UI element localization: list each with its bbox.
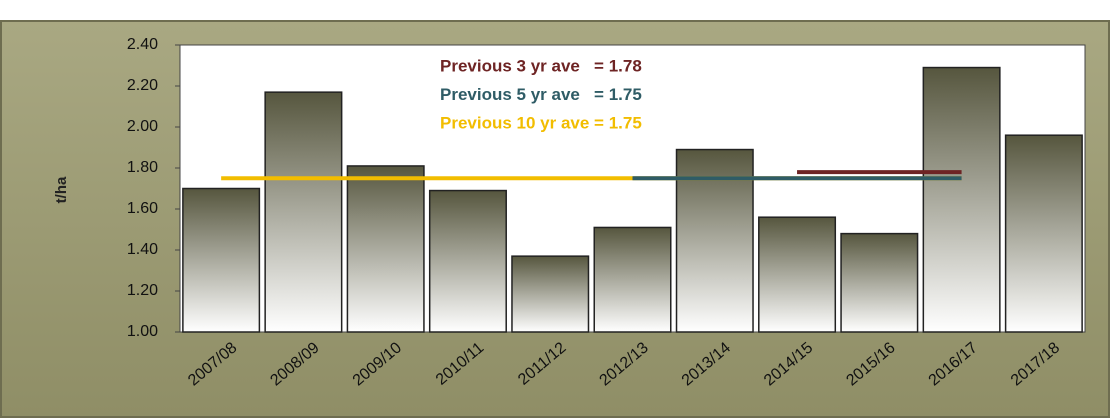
legend-label: Previous 5 yr ave = 1.75 [440, 85, 642, 104]
y-tick-label: 1.80 [127, 159, 158, 176]
y-tick-label: 2.20 [127, 77, 158, 94]
legend-label: Previous 10 yr ave = 1.75 [440, 113, 642, 132]
bar [182, 187, 261, 333]
y-tick-label: 1.20 [127, 282, 158, 299]
bar [511, 255, 590, 333]
bar [1004, 134, 1083, 333]
bar [922, 66, 1001, 333]
bar [264, 91, 343, 333]
bar [346, 165, 425, 333]
y-tick-label: 1.40 [127, 241, 158, 258]
y-tick-label: 2.40 [127, 36, 158, 53]
bar [428, 189, 507, 333]
bar [758, 216, 837, 333]
bar [840, 232, 919, 333]
y-tick-label: 1.00 [127, 323, 158, 340]
y-tick-label: 1.60 [127, 200, 158, 217]
y-axis-label: t/ha [53, 176, 70, 203]
legend-label: Previous 3 yr ave = 1.78 [440, 56, 642, 75]
y-tick-label: 2.00 [127, 118, 158, 135]
bar [593, 226, 672, 333]
